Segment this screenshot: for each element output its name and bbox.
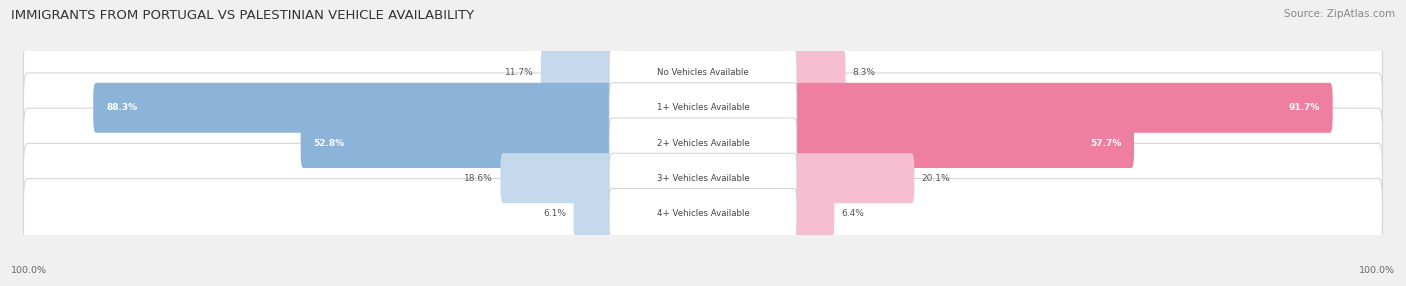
Text: 6.4%: 6.4% [842,209,865,218]
FancyBboxPatch shape [24,73,1382,143]
Text: 100.0%: 100.0% [1358,266,1395,275]
FancyBboxPatch shape [792,153,914,203]
Text: No Vehicles Available: No Vehicles Available [657,68,749,77]
FancyBboxPatch shape [609,83,797,133]
FancyBboxPatch shape [24,38,1382,108]
Text: 57.7%: 57.7% [1090,138,1121,148]
FancyBboxPatch shape [541,47,614,98]
Text: 18.6%: 18.6% [464,174,494,183]
Text: 3+ Vehicles Available: 3+ Vehicles Available [657,174,749,183]
FancyBboxPatch shape [792,188,834,239]
Text: 52.8%: 52.8% [314,138,344,148]
Text: 4+ Vehicles Available: 4+ Vehicles Available [657,209,749,218]
FancyBboxPatch shape [93,83,614,133]
FancyBboxPatch shape [792,47,845,98]
Text: 2+ Vehicles Available: 2+ Vehicles Available [657,138,749,148]
FancyBboxPatch shape [24,143,1382,213]
FancyBboxPatch shape [24,108,1382,178]
Text: 8.3%: 8.3% [853,68,876,77]
Text: IMMIGRANTS FROM PORTUGAL VS PALESTINIAN VEHICLE AVAILABILITY: IMMIGRANTS FROM PORTUGAL VS PALESTINIAN … [11,9,474,21]
Text: 11.7%: 11.7% [505,68,533,77]
FancyBboxPatch shape [24,178,1382,248]
FancyBboxPatch shape [792,118,1135,168]
Text: 1+ Vehicles Available: 1+ Vehicles Available [657,103,749,112]
Text: 100.0%: 100.0% [11,266,48,275]
FancyBboxPatch shape [609,47,797,98]
FancyBboxPatch shape [609,188,797,239]
Text: 88.3%: 88.3% [105,103,138,112]
Text: 91.7%: 91.7% [1288,103,1320,112]
Text: Source: ZipAtlas.com: Source: ZipAtlas.com [1284,9,1395,19]
FancyBboxPatch shape [501,153,614,203]
FancyBboxPatch shape [609,118,797,168]
Text: 6.1%: 6.1% [543,209,567,218]
FancyBboxPatch shape [574,188,614,239]
FancyBboxPatch shape [301,118,614,168]
Text: 20.1%: 20.1% [922,174,950,183]
FancyBboxPatch shape [792,83,1333,133]
FancyBboxPatch shape [609,153,797,203]
